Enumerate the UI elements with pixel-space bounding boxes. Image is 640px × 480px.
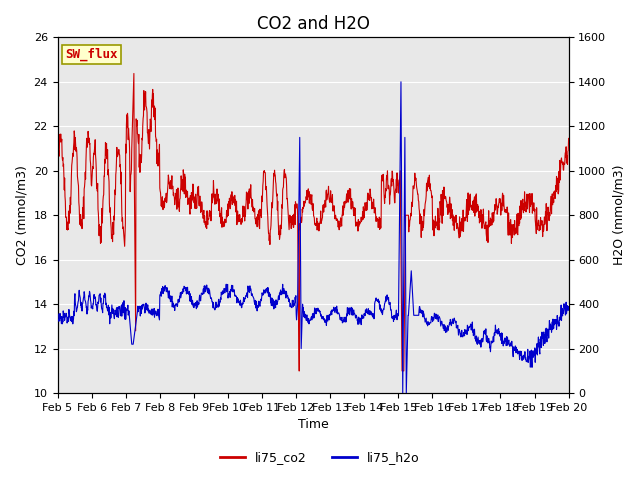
X-axis label: Time: Time [298,419,328,432]
Title: CO2 and H2O: CO2 and H2O [257,15,369,33]
Legend: li75_co2, li75_h2o: li75_co2, li75_h2o [215,446,425,469]
Y-axis label: H2O (mmol/m3): H2O (mmol/m3) [612,165,625,265]
Y-axis label: CO2 (mmol/m3): CO2 (mmol/m3) [15,165,28,265]
Text: SW_flux: SW_flux [65,48,118,61]
